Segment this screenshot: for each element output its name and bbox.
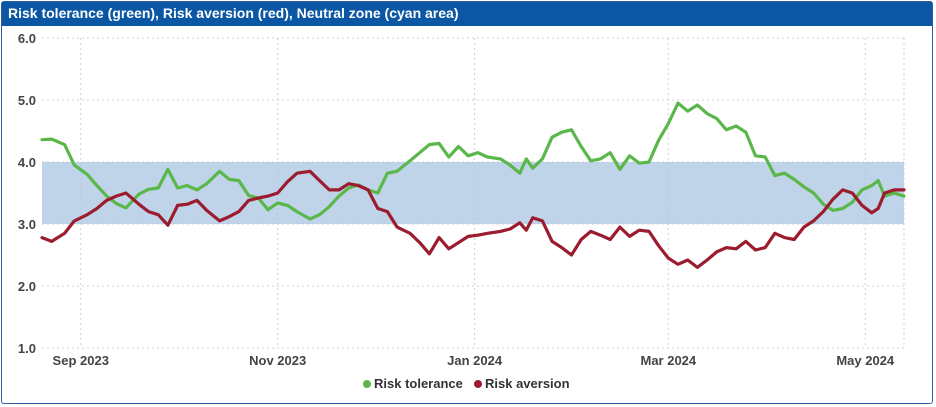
x-tick-label: May 2024 — [836, 353, 895, 368]
legend-label-risk-aversion[interactable]: Risk aversion — [485, 376, 570, 391]
y-tick-label: 2.0 — [18, 279, 36, 294]
y-tick-label: 6.0 — [18, 31, 36, 46]
y-tick-label: 5.0 — [18, 93, 36, 108]
x-tick-label: Sep 2023 — [53, 353, 109, 368]
x-tick-label: Nov 2023 — [249, 353, 306, 368]
y-axis-ticks: 1.0 2.0 3.0 4.0 5.0 6.0 — [18, 31, 36, 356]
series-lines — [40, 101, 906, 269]
title-bar: Risk tolerance (green), Risk aversion (r… — [2, 2, 932, 26]
x-tick-label: Mar 2024 — [640, 353, 696, 368]
x-tick-label: Jan 2024 — [447, 353, 503, 368]
legend-marker-risk-tolerance — [363, 380, 371, 388]
legend-marker-risk-aversion — [474, 380, 482, 388]
chart-title: Risk tolerance (green), Risk aversion (r… — [8, 5, 459, 21]
legend: Risk tolerance Risk aversion — [363, 376, 570, 391]
y-tick-label: 4.0 — [18, 155, 36, 170]
y-tick-label: 1.0 — [18, 341, 36, 356]
series-line-risk-tolerance — [40, 101, 906, 221]
legend-label-risk-tolerance[interactable]: Risk tolerance — [374, 376, 463, 391]
neutral-zone-area — [42, 162, 904, 224]
y-tick-label: 3.0 — [18, 217, 36, 232]
series-line-risk-aversion — [40, 169, 906, 269]
x-axis-ticks: Sep 2023 Nov 2023 Jan 2024 Mar 2024 May 2024 — [53, 353, 895, 368]
